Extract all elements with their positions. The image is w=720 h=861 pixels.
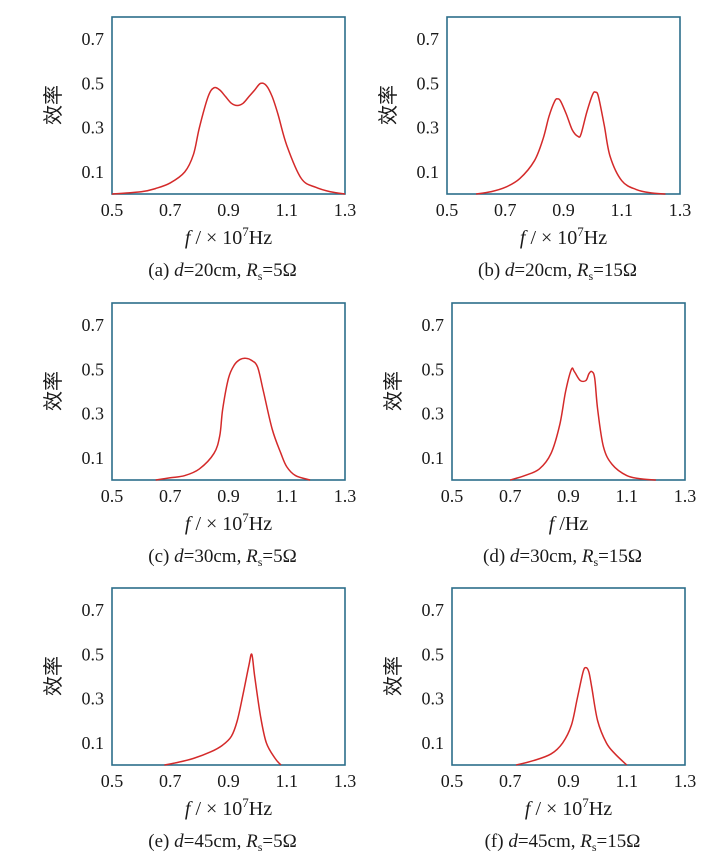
y-tick-label: 0.1 — [82, 733, 105, 753]
y-axis-label: 效率 — [42, 371, 65, 411]
y-tick-label: 0.5 — [422, 359, 445, 379]
x-axis-label: f /Hz — [549, 513, 589, 535]
x-tick-label: 1.1 — [616, 486, 639, 506]
plot-frame — [451, 302, 686, 481]
x-tick-label: 0.7 — [159, 486, 182, 506]
y-tick-label: 0.3 — [82, 404, 105, 424]
y-axis-label: 效率 — [377, 85, 400, 125]
chart-panel-d: 0.1 0.3 0.5 0.7 0.5 0.7 0.9 1.1 1.3 效率 f /Hz (d) d=… — [382, 302, 697, 569]
x-tick-label: 1.1 — [276, 486, 299, 506]
plot-frame — [111, 587, 346, 766]
y-axis-label: 效率 — [42, 85, 65, 125]
x-tick-label: 0.9 — [217, 771, 240, 791]
x-tick-label: 1.1 — [616, 771, 639, 791]
x-tick-label: 0.7 — [494, 200, 517, 220]
x-tick-label: 0.9 — [217, 486, 240, 506]
x-axis-label: f / × 107Hz — [185, 795, 272, 820]
chart-panel-c: 0.1 0.3 0.5 0.7 0.5 0.7 0.9 1.1 1.3 效率 f / × 107Hz… — [42, 302, 357, 569]
x-tick-label: 0.7 — [499, 486, 522, 506]
x-tick-label: 0.9 — [552, 200, 575, 220]
x-tick-label: 1.3 — [334, 200, 357, 220]
y-tick-label: 0.1 — [417, 162, 440, 182]
y-axis-label: 效率 — [382, 656, 405, 696]
panel-caption: (f) d=45cm, Rs=15Ω — [485, 831, 641, 854]
x-tick-label: 0.9 — [557, 486, 580, 506]
y-tick-label: 0.3 — [417, 118, 440, 138]
y-tick-label: 0.1 — [422, 448, 445, 468]
efficiency-curve — [476, 91, 666, 195]
y-tick-label: 0.7 — [422, 315, 445, 335]
y-tick-label: 0.5 — [82, 359, 105, 379]
y-tick-label: 0.7 — [82, 29, 105, 49]
x-tick-label: 1.3 — [334, 771, 357, 791]
x-tick-label: 0.7 — [499, 771, 522, 791]
panel-caption: (b) d=20cm, Rs=15Ω — [478, 260, 637, 283]
x-axis-label: f / × 107Hz — [520, 224, 607, 249]
y-tick-label: 0.5 — [82, 644, 105, 664]
y-tick-label: 0.1 — [422, 733, 445, 753]
x-axis-label: f / × 107Hz — [525, 795, 612, 820]
x-tick-label: 1.1 — [276, 200, 299, 220]
efficiency-curve — [155, 357, 311, 481]
y-tick-label: 0.3 — [82, 118, 105, 138]
efficiency-curve — [111, 82, 346, 195]
x-tick-label: 1.3 — [674, 486, 697, 506]
x-tick-label: 0.5 — [101, 771, 124, 791]
x-tick-label: 0.7 — [159, 200, 182, 220]
x-tick-label: 0.5 — [441, 771, 464, 791]
plot-frame — [451, 587, 686, 766]
y-tick-label: 0.7 — [422, 600, 445, 620]
plot-frame — [111, 302, 346, 481]
chart-panel-e: 0.1 0.3 0.5 0.7 0.5 0.7 0.9 1.1 1.3 效率 f / × 107Hz… — [42, 587, 357, 854]
y-tick-label: 0.3 — [82, 689, 105, 709]
efficiency-curve — [515, 666, 628, 766]
y-tick-label: 0.3 — [422, 404, 445, 424]
y-tick-label: 0.7 — [417, 29, 440, 49]
x-tick-label: 0.7 — [159, 771, 182, 791]
efficiency-curve — [510, 367, 656, 481]
panel-caption: (d) d=30cm, Rs=15Ω — [483, 546, 642, 569]
plot-frame — [446, 16, 681, 195]
x-tick-label: 1.1 — [611, 200, 634, 220]
chart-panel-f: 0.1 0.3 0.5 0.7 0.5 0.7 0.9 1.1 1.3 效率 f / × 107Hz… — [382, 587, 697, 854]
plot-frame — [111, 16, 346, 195]
x-tick-label: 1.3 — [669, 200, 692, 220]
y-tick-label: 0.1 — [82, 448, 105, 468]
chart-panel-a: 0.1 0.3 0.5 0.7 0.5 0.7 0.9 1.1 1.3 效率 f / × 107Hz… — [42, 16, 357, 283]
panel-caption: (e) d=45cm, Rs=5Ω — [148, 831, 296, 854]
y-tick-label: 0.7 — [82, 315, 105, 335]
x-tick-label: 1.3 — [674, 771, 697, 791]
y-tick-label: 0.3 — [422, 689, 445, 709]
x-tick-label: 0.5 — [101, 200, 124, 220]
x-tick-label: 0.5 — [441, 486, 464, 506]
y-tick-label: 0.1 — [82, 162, 105, 182]
x-axis-label: f / × 107Hz — [185, 224, 272, 249]
panel-caption: (c) d=30cm, Rs=5Ω — [148, 546, 296, 569]
panel-caption: (a) d=20cm, Rs=5Ω — [148, 260, 296, 283]
efficiency-curve — [164, 653, 282, 766]
y-axis-label: 效率 — [382, 371, 405, 411]
x-tick-label: 1.3 — [334, 486, 357, 506]
x-tick-label: 0.9 — [557, 771, 580, 791]
chart-panel-b: 0.1 0.3 0.5 0.7 0.5 0.7 0.9 1.1 1.3 效率 f / × 107Hz… — [377, 16, 692, 283]
y-tick-label: 0.5 — [417, 73, 440, 93]
x-tick-label: 1.1 — [276, 771, 299, 791]
y-tick-label: 0.5 — [422, 644, 445, 664]
y-axis-label: 效率 — [42, 656, 65, 696]
y-tick-label: 0.7 — [82, 600, 105, 620]
x-tick-label: 0.5 — [101, 486, 124, 506]
x-tick-label: 0.5 — [436, 200, 459, 220]
y-tick-label: 0.5 — [82, 73, 105, 93]
x-axis-label: f / × 107Hz — [185, 510, 272, 535]
x-tick-label: 0.9 — [217, 200, 240, 220]
